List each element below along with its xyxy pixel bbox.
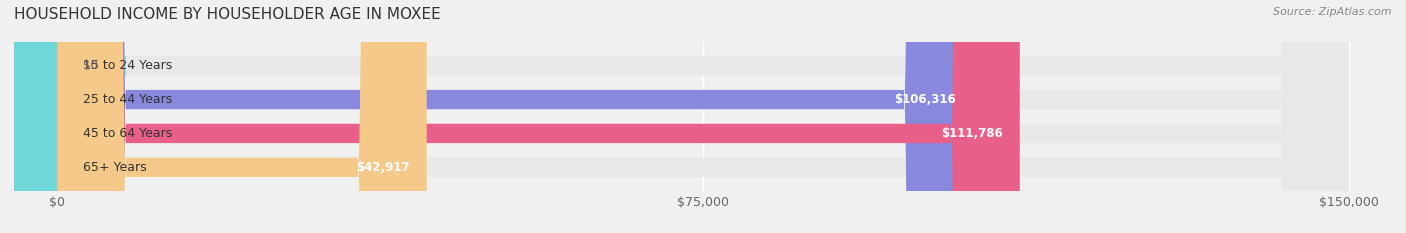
FancyBboxPatch shape: [58, 0, 1019, 233]
Text: 45 to 64 Years: 45 to 64 Years: [83, 127, 172, 140]
FancyBboxPatch shape: [58, 0, 1348, 233]
Text: HOUSEHOLD INCOME BY HOUSEHOLDER AGE IN MOXEE: HOUSEHOLD INCOME BY HOUSEHOLDER AGE IN M…: [14, 7, 441, 22]
Text: $0: $0: [83, 59, 98, 72]
FancyBboxPatch shape: [58, 0, 1348, 233]
Text: $106,316: $106,316: [894, 93, 956, 106]
FancyBboxPatch shape: [58, 0, 426, 233]
FancyBboxPatch shape: [58, 0, 1348, 233]
Text: 15 to 24 Years: 15 to 24 Years: [83, 59, 172, 72]
Text: Source: ZipAtlas.com: Source: ZipAtlas.com: [1274, 7, 1392, 17]
FancyBboxPatch shape: [6, 0, 127, 233]
FancyBboxPatch shape: [58, 0, 1348, 233]
Text: $42,917: $42,917: [356, 161, 409, 174]
Text: 65+ Years: 65+ Years: [83, 161, 146, 174]
Text: 25 to 44 Years: 25 to 44 Years: [83, 93, 172, 106]
Text: $111,786: $111,786: [941, 127, 1002, 140]
FancyBboxPatch shape: [58, 0, 973, 233]
